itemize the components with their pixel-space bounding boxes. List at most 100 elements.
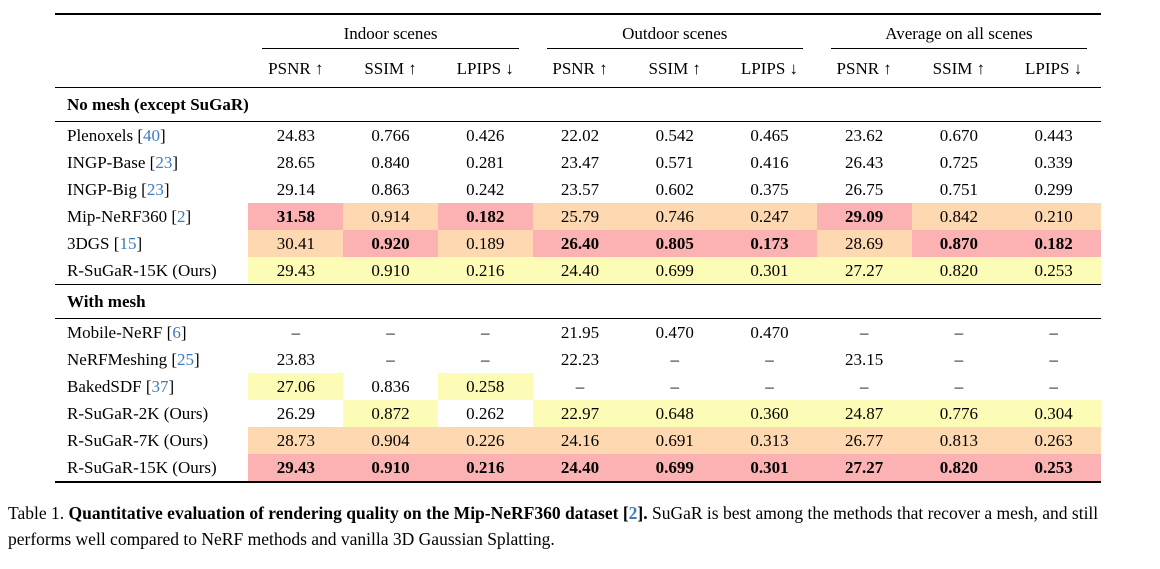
value-cell: 0.426 [466, 125, 505, 145]
value-cell: 0.904 [343, 427, 438, 454]
value-cell: – [481, 349, 490, 369]
value-cell: 0.375 [750, 179, 789, 199]
value-cell: 0.571 [655, 152, 694, 172]
table-row: 3DGS [15] 30.41 0.920 0.189 26.40 0.805 0.173 2… [55, 230, 1101, 257]
section-title: With mesh [55, 284, 1101, 319]
value-cell: 0.263 [1006, 427, 1101, 454]
value-cell: 0.216 [437, 454, 533, 482]
method-cell: Mobile-NeRF [6] [67, 322, 187, 342]
corner-cell [55, 14, 248, 51]
method-cell: Mip-NeRF360 [2] [67, 206, 192, 226]
value-cell: 22.23 [560, 349, 600, 369]
citation-link[interactable]: 2 [177, 206, 186, 226]
value-cell: 0.914 [343, 203, 438, 230]
value-cell: 0.210 [1006, 203, 1101, 230]
value-cell: 23.62 [845, 125, 884, 145]
column-group-label: Indoor scenes [262, 18, 519, 49]
value-cell: 0.648 [627, 400, 723, 427]
value-cell: 0.746 [627, 203, 723, 230]
table-header: Indoor scenes Outdoor scenes Average on al… [55, 14, 1101, 88]
value-cell: 0.470 [655, 322, 694, 342]
value-cell: 0.751 [939, 179, 979, 199]
value-cell: 0.920 [343, 230, 438, 257]
value-cell: 0.281 [466, 152, 505, 172]
value-cell: 29.09 [816, 203, 912, 230]
value-cell: – [954, 322, 964, 342]
table-row: Mobile-NeRF [6] – – – 21.95 0.470 0.470 – – – [55, 319, 1101, 347]
method-cell: INGP-Base [23] [67, 152, 178, 172]
value-cell: 28.69 [816, 230, 912, 257]
method-cell: R-SuGaR-7K (Ours) [67, 430, 209, 450]
value-cell: 27.06 [248, 373, 344, 400]
value-cell: 0.766 [371, 125, 410, 145]
value-cell: 22.97 [532, 400, 628, 427]
value-cell: 26.29 [276, 403, 315, 423]
metric-header: PSNR ↑ [816, 51, 912, 88]
value-cell: 26.77 [816, 427, 912, 454]
method-cell: INGP-Big [23] [67, 179, 170, 199]
value-cell: 0.299 [1034, 179, 1073, 199]
value-cell: 26.43 [845, 152, 884, 172]
value-cell: 0.253 [1006, 257, 1101, 285]
citation-link[interactable]: 23 [146, 179, 164, 199]
value-cell: – [670, 376, 679, 396]
metric-header: PSNR ↑ [248, 51, 344, 88]
value-cell: 23.57 [560, 179, 600, 199]
value-cell: 31.58 [248, 203, 344, 230]
caption-body-text: SuGaR is best among the methods that rec… [8, 503, 1099, 550]
results-table: Indoor scenes Outdoor scenes Average on al… [55, 13, 1101, 483]
value-cell: 27.27 [816, 454, 912, 482]
value-cell: 0.360 [722, 400, 817, 427]
value-cell: – [954, 376, 964, 396]
value-cell: – [1049, 322, 1058, 342]
caption-citation-link[interactable]: 2 [628, 503, 638, 523]
value-cell: 0.247 [722, 203, 817, 230]
table-row: NeRFMeshing [25] 23.83 – – 22.23 – – 23.15 – – [55, 346, 1101, 373]
value-cell: 0.910 [343, 257, 438, 285]
value-cell: 22.02 [560, 125, 600, 145]
value-cell: 0.226 [437, 427, 533, 454]
value-cell: – [291, 322, 301, 342]
citation-link[interactable]: 15 [119, 233, 137, 253]
column-group-header: Indoor scenes [248, 14, 532, 51]
method-cell: R-SuGaR-15K (Ours) [67, 260, 217, 280]
section-header-row: No mesh (except SuGaR) [55, 87, 1101, 122]
column-group-header: Outdoor scenes [533, 14, 817, 51]
value-cell: 0.813 [911, 427, 1007, 454]
citation-link[interactable]: 40 [143, 125, 161, 145]
metric-header: LPIPS ↓ [722, 51, 817, 88]
value-cell: – [575, 376, 585, 396]
value-cell: 0.872 [343, 400, 438, 427]
column-group-row: Indoor scenes Outdoor scenes Average on al… [55, 14, 1101, 51]
metric-header-row: PSNR ↑ SSIM ↑ LPIPS ↓ PSNR ↑ SSIM ↑ LPIPS ↓ PS… [55, 51, 1101, 88]
table-row: Mip-NeRF360 [2] 31.58 0.914 0.182 25.79 0.746… [55, 203, 1101, 230]
value-cell: 0.253 [1006, 454, 1101, 482]
value-cell: 24.87 [816, 400, 912, 427]
value-cell: 0.182 [1006, 230, 1101, 257]
value-cell: 0.216 [437, 257, 533, 285]
citation-link[interactable]: 23 [155, 152, 173, 172]
value-cell: 0.182 [437, 203, 533, 230]
value-cell: 0.699 [627, 257, 723, 285]
value-cell: 28.65 [276, 152, 315, 172]
citation-link[interactable]: 6 [172, 322, 181, 342]
value-cell: 0.416 [750, 152, 789, 172]
value-cell: 0.805 [627, 230, 723, 257]
citation-link[interactable]: 25 [177, 349, 195, 369]
value-cell: 0.870 [911, 230, 1007, 257]
citation-link[interactable]: 37 [151, 376, 169, 396]
column-group-header: Average on all scenes [817, 14, 1101, 51]
method-cell: R-SuGaR-2K (Ours) [67, 403, 209, 423]
value-cell: – [481, 322, 490, 342]
value-cell: 0.699 [627, 454, 723, 482]
value-cell: 0.602 [655, 179, 694, 199]
value-cell: 0.910 [343, 454, 438, 482]
method-cell: Plenoxels [40] [67, 125, 166, 145]
value-cell: 0.842 [911, 203, 1007, 230]
value-cell: 26.40 [532, 230, 628, 257]
value-cell: 0.670 [939, 125, 979, 145]
value-cell: 0.836 [371, 376, 410, 396]
value-cell: 0.691 [627, 427, 723, 454]
metric-header: LPIPS ↓ [437, 51, 533, 88]
value-cell: – [859, 376, 869, 396]
